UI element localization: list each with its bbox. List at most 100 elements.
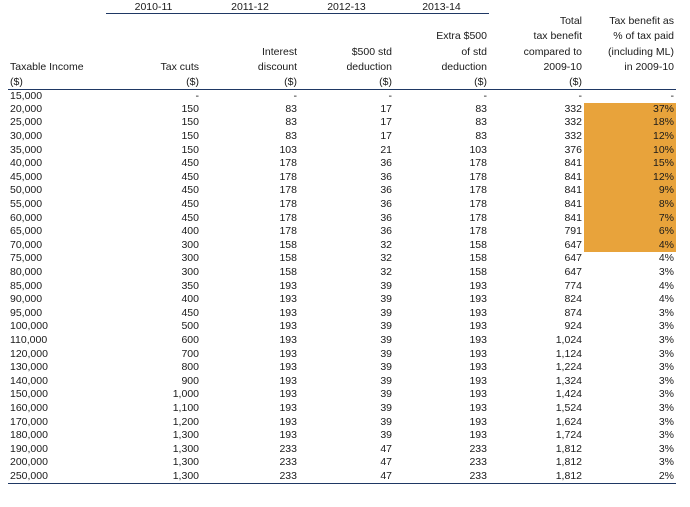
table-row: 150,000 1,000 193 39 193 1,424 3% bbox=[8, 388, 676, 402]
table-row: 170,000 1,200 193 39 193 1,624 3% bbox=[8, 415, 676, 429]
value-cell: 193 bbox=[279, 347, 297, 360]
table-row: 30,000 150 83 17 83 332 12% bbox=[8, 129, 676, 144]
value-cell: 1,000 bbox=[172, 388, 199, 401]
value-cell: 193 bbox=[469, 415, 487, 428]
value-cell: 178 bbox=[279, 198, 297, 211]
income-cell: 70,000 bbox=[10, 238, 43, 251]
value-cell: 800 bbox=[181, 361, 199, 374]
value-cell: 150 bbox=[181, 116, 199, 129]
value-cell: 32 bbox=[380, 266, 392, 279]
value-cell: 600 bbox=[181, 333, 199, 346]
value-cell: 193 bbox=[279, 320, 297, 333]
value-cell: 193 bbox=[279, 306, 297, 319]
table-row: 90,000 400 193 39 193 824 4% bbox=[8, 293, 676, 307]
income-cell: 130,000 bbox=[10, 361, 48, 374]
value-cell: 39 bbox=[380, 320, 392, 333]
percent-cell: 37% bbox=[584, 102, 676, 117]
value-cell: 1,524 bbox=[555, 401, 582, 414]
tax-benefit-table: 2010-11 2011-12 2012-13 2013-14 Taxable … bbox=[8, 0, 676, 484]
income-cell: 20,000 bbox=[10, 102, 43, 115]
income-cell: 30,000 bbox=[10, 130, 43, 143]
income-cell: 140,000 bbox=[10, 374, 48, 387]
year-header-blank bbox=[584, 0, 676, 14]
table-row: 250,000 1,300 233 47 233 1,812 2% bbox=[8, 469, 676, 484]
value-cell: - bbox=[388, 89, 393, 102]
value-cell: 193 bbox=[469, 279, 487, 292]
value-cell: 36 bbox=[380, 225, 392, 238]
value-cell: 300 bbox=[181, 238, 199, 251]
percent-cell: 3% bbox=[658, 429, 674, 442]
value-cell: 350 bbox=[181, 279, 199, 292]
table-row: 95,000 450 193 39 193 874 3% bbox=[8, 307, 676, 321]
table-row: 70,000 300 158 32 158 647 4% bbox=[8, 238, 676, 253]
value-cell: 83 bbox=[475, 102, 487, 115]
value-cell: 450 bbox=[181, 198, 199, 211]
value-cell: - bbox=[483, 89, 488, 102]
percent-cell: 3% bbox=[658, 388, 674, 401]
value-cell: 103 bbox=[279, 143, 297, 156]
value-cell: 158 bbox=[469, 252, 487, 265]
value-cell: - bbox=[578, 89, 583, 102]
value-cell: 158 bbox=[279, 238, 297, 251]
value-cell: 1,224 bbox=[555, 361, 582, 374]
table-row: 80,000 300 158 32 158 647 3% bbox=[8, 266, 676, 280]
percent-cell: 4% bbox=[658, 279, 674, 292]
value-cell: 32 bbox=[380, 238, 392, 251]
value-cell: 841 bbox=[564, 170, 582, 183]
value-cell: 178 bbox=[279, 211, 297, 224]
percent-cell: 3% bbox=[658, 442, 674, 455]
column-header: Tax cuts bbox=[160, 61, 199, 73]
value-cell: 178 bbox=[469, 157, 487, 170]
value-cell: 36 bbox=[380, 170, 392, 183]
income-cell: 45,000 bbox=[10, 170, 43, 183]
table-row: 120,000 700 193 39 193 1,124 3% bbox=[8, 347, 676, 361]
value-cell: 450 bbox=[181, 170, 199, 183]
percent-cell: 4% bbox=[658, 293, 674, 306]
value-cell: 841 bbox=[564, 157, 582, 170]
income-cell: 90,000 bbox=[10, 293, 43, 306]
year-header-blank bbox=[489, 0, 584, 14]
value-cell: 47 bbox=[380, 456, 392, 469]
value-cell: 647 bbox=[564, 252, 582, 265]
year-header: 2010-11 bbox=[106, 0, 201, 14]
value-cell: 158 bbox=[279, 266, 297, 279]
column-header: Tax benefit as % of tax paid (including … bbox=[608, 14, 674, 74]
value-cell: 1,812 bbox=[555, 456, 582, 469]
table-row: 200,000 1,300 233 47 233 1,812 3% bbox=[8, 456, 676, 470]
income-cell: 180,000 bbox=[10, 429, 48, 442]
value-cell: 300 bbox=[181, 266, 199, 279]
percent-cell: 12% bbox=[584, 129, 676, 144]
percent-cell: 10% bbox=[584, 143, 676, 157]
value-cell: 1,724 bbox=[555, 429, 582, 442]
value-cell: 647 bbox=[564, 238, 582, 251]
table-row: 60,000 450 178 36 178 841 7% bbox=[8, 211, 676, 225]
table-row: 110,000 600 193 39 193 1,024 3% bbox=[8, 334, 676, 348]
value-cell: 874 bbox=[564, 306, 582, 319]
value-cell: 233 bbox=[201, 469, 299, 484]
value-cell: 500 bbox=[181, 320, 199, 333]
percent-cell: 4% bbox=[658, 252, 674, 265]
income-cell: 40,000 bbox=[10, 157, 43, 170]
value-cell: 39 bbox=[380, 401, 392, 414]
value-cell: 332 bbox=[564, 130, 582, 143]
percent-cell: 3% bbox=[658, 374, 674, 387]
column-unit: ($) bbox=[201, 75, 299, 90]
value-cell: 233 bbox=[394, 469, 489, 484]
value-cell: 233 bbox=[279, 456, 297, 469]
value-cell: 233 bbox=[469, 456, 487, 469]
column-unit: ($) bbox=[8, 75, 106, 90]
value-cell: 1,812 bbox=[489, 469, 584, 484]
value-cell: 178 bbox=[279, 225, 297, 238]
year-header-blank bbox=[8, 0, 106, 14]
percent-cell: 3% bbox=[658, 361, 674, 374]
column-unit: ($) bbox=[489, 75, 584, 90]
value-cell: 193 bbox=[469, 361, 487, 374]
value-cell: 193 bbox=[469, 388, 487, 401]
income-cell: 110,000 bbox=[10, 333, 48, 346]
value-cell: - bbox=[293, 89, 298, 102]
value-cell: 178 bbox=[279, 157, 297, 170]
percent-cell: 18% bbox=[584, 116, 676, 130]
value-cell: 900 bbox=[181, 374, 199, 387]
value-cell: 193 bbox=[279, 429, 297, 442]
value-cell: 47 bbox=[299, 469, 394, 484]
